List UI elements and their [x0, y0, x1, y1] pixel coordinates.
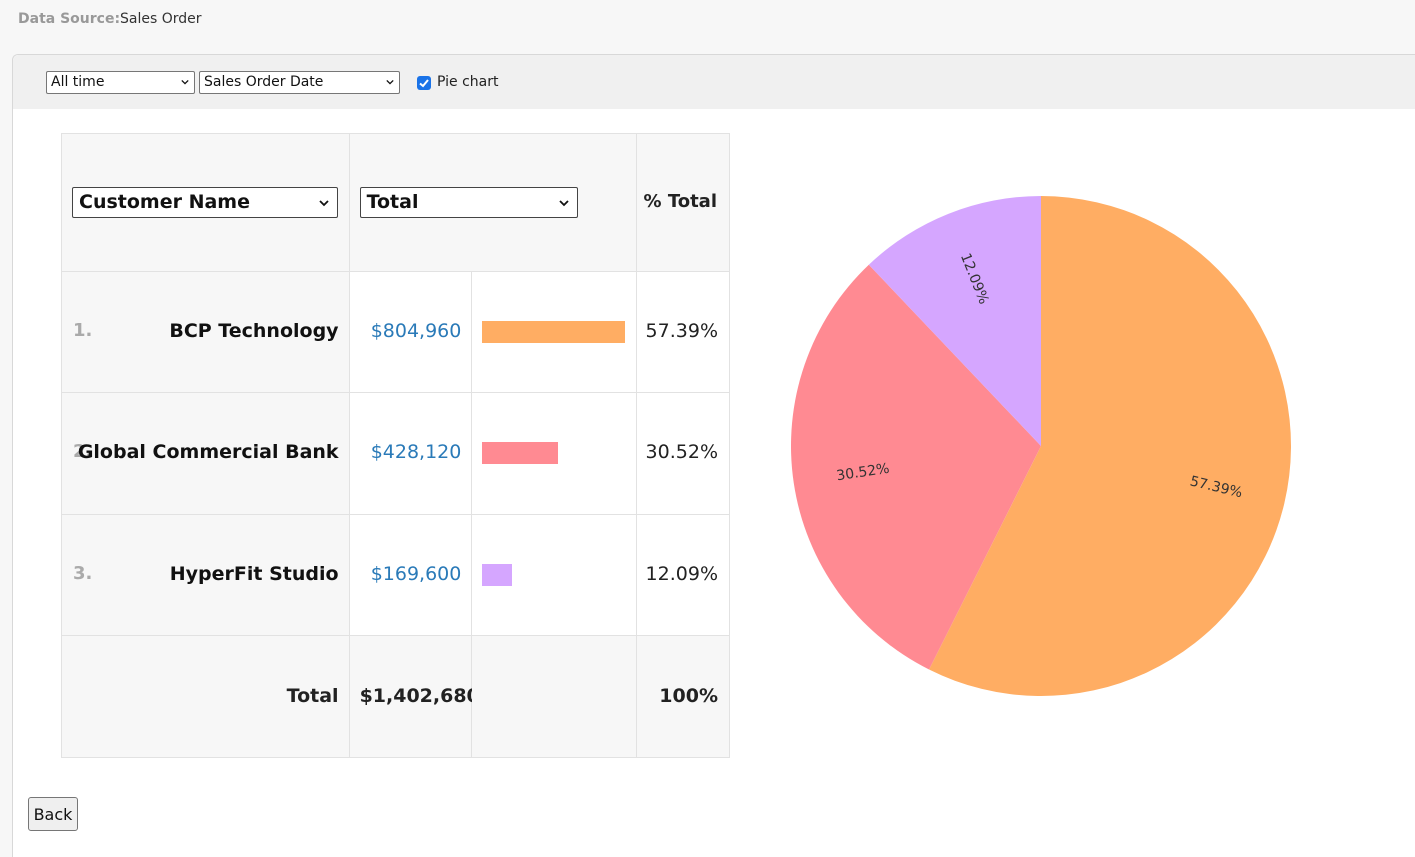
chevron-down-icon	[558, 200, 569, 207]
row-value-link[interactable]: $804,960	[370, 320, 462, 343]
row-pct: 12.09%	[645, 562, 718, 585]
total-pct: 100%	[659, 684, 718, 707]
value-cell: $169,600	[348, 513, 473, 636]
group-by-cell: Customer Name	[61, 132, 350, 273]
row-rank: 1.	[73, 320, 93, 342]
customer-name: HyperFit Studio	[169, 562, 339, 585]
summary-table: Customer Name Total % Total 1. BCP Techn…	[61, 132, 730, 759]
chevron-down-icon	[181, 79, 189, 85]
row-value-link[interactable]: $169,600	[370, 562, 462, 585]
table-row: 2. Global Commercial Bank $428,120 30.52…	[61, 392, 730, 515]
bar-cell	[471, 271, 638, 394]
measure-cell: Total	[348, 132, 638, 273]
date-range-select[interactable]: All time	[46, 71, 195, 94]
value-cell: $428,120	[348, 392, 473, 515]
chevron-down-icon	[319, 200, 329, 207]
table-row: 1. BCP Technology $804,960 57.39%	[61, 271, 730, 394]
pct-cell: 30.52%	[636, 392, 730, 515]
total-label: Total	[286, 684, 339, 707]
pct-cell: 12.09%	[636, 513, 730, 636]
row-rank: 3.	[73, 562, 93, 584]
total-pct-cell: 100%	[636, 634, 730, 759]
pie-chart: 57.39%30.52%12.09%	[791, 196, 1291, 696]
measure-select[interactable]: Total	[359, 187, 578, 218]
table-row: 3. HyperFit Studio $169,600 12.09%	[61, 513, 730, 636]
pct-header-cell: % Total	[636, 132, 730, 273]
row-value-link[interactable]: $428,120	[370, 441, 462, 464]
pct-cell: 57.39%	[636, 271, 730, 394]
date-range-select-value: All time	[51, 74, 105, 90]
back-button[interactable]: Back	[28, 797, 78, 831]
total-value: $1,402,680	[359, 684, 480, 707]
table-header-row: Customer Name Total % Total	[61, 132, 730, 273]
report-toolbar: All time Sales Order Date Pie chart	[13, 55, 1415, 109]
pie-chart-checkbox[interactable]	[417, 76, 431, 90]
group-by-select-value: Customer Name	[79, 191, 250, 213]
data-source-label: Data Source:	[18, 11, 121, 27]
row-pct: 57.39%	[645, 320, 718, 343]
total-value-cell: $1,402,680	[348, 634, 480, 759]
value-bar	[482, 442, 559, 465]
pie-slice[interactable]	[868, 196, 1041, 446]
row-rank: 2.	[73, 441, 93, 463]
value-bar	[482, 563, 513, 586]
date-field-select-value: Sales Order Date	[204, 74, 324, 90]
measure-select-value: Total	[366, 191, 419, 213]
name-cell: 1. BCP Technology	[61, 271, 350, 394]
date-field-select[interactable]: Sales Order Date	[199, 71, 400, 94]
row-pct: 30.52%	[645, 441, 718, 464]
total-row: Total $1,402,680 100%	[61, 634, 730, 759]
pie-slice[interactable]	[791, 264, 1041, 670]
checkmark-icon	[419, 79, 429, 88]
bar-cell	[471, 513, 638, 636]
pie-slice-label: 30.52%	[835, 461, 890, 485]
data-source-bar: Data Source: Sales Order	[0, 0, 1415, 44]
customer-name: BCP Technology	[169, 320, 339, 343]
group-by-select[interactable]: Customer Name	[72, 187, 338, 218]
data-source-value: Sales Order	[120, 11, 202, 27]
value-bar	[482, 321, 626, 344]
pie-chart-label[interactable]: Pie chart	[437, 74, 499, 90]
customer-name: Global Commercial Bank	[77, 441, 339, 464]
name-cell: 3. HyperFit Studio	[61, 513, 350, 636]
chevron-down-icon	[386, 79, 394, 85]
pie-slice[interactable]	[929, 196, 1291, 696]
total-bar-cell	[471, 634, 638, 759]
pct-total-header: % Total	[643, 191, 717, 212]
bar-cell	[471, 392, 638, 515]
value-cell: $804,960	[348, 271, 473, 394]
total-label-cell: Total	[61, 634, 350, 759]
name-cell: 2. Global Commercial Bank	[61, 392, 350, 515]
